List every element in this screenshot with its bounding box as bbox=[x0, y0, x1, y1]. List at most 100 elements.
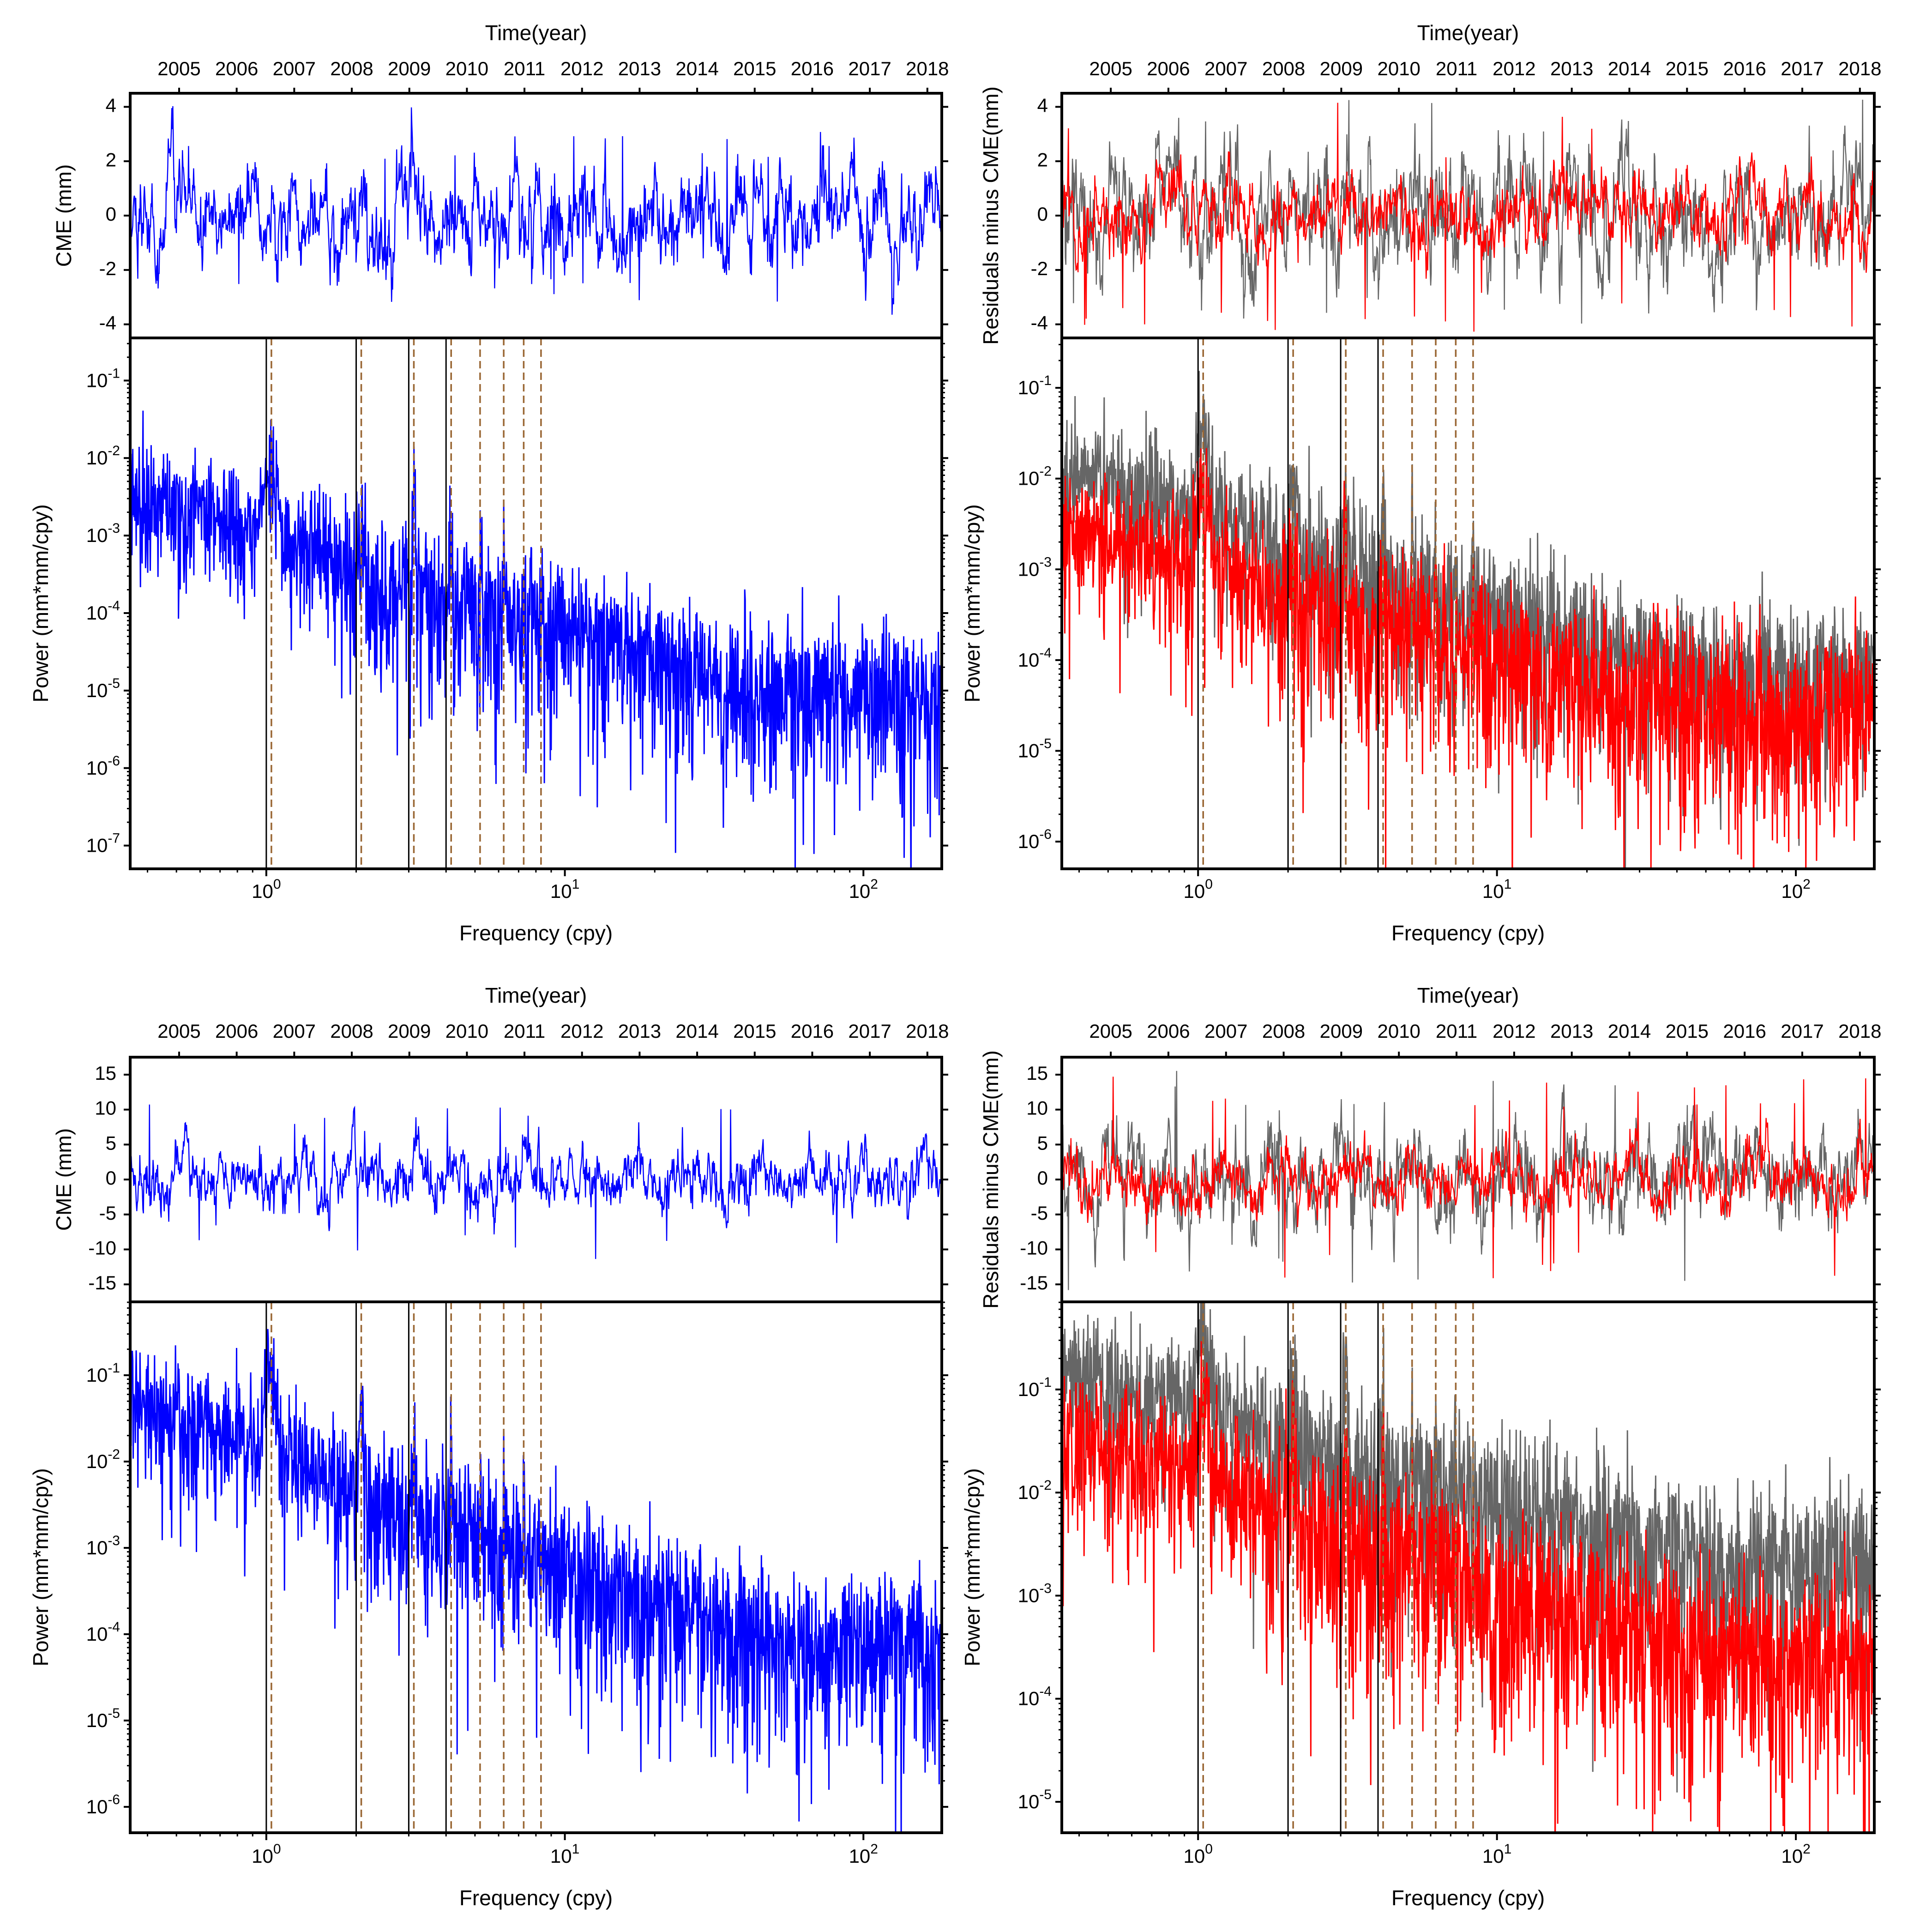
time-axis-title: Time(year) bbox=[485, 983, 587, 1007]
power-axis-title: Power (mm*mm/cpy) bbox=[960, 504, 984, 702]
power-axis-title: Power (mm*mm/cpy) bbox=[960, 1468, 984, 1666]
year-tick-label: 2005 bbox=[157, 58, 200, 79]
y-tick-label: 4 bbox=[106, 95, 116, 116]
power-axis-title: Power (mm*mm/cpy) bbox=[29, 1468, 53, 1666]
y-axis-title: CME (mm) bbox=[52, 1128, 76, 1231]
y-tick-label: 2 bbox=[1037, 149, 1048, 170]
year-tick-label: 2016 bbox=[791, 58, 834, 79]
y-tick-label: 5 bbox=[106, 1132, 116, 1154]
spectrum-chart: 10-1 10-2 10-3 10-4 10-5 100 101 102 Frequency (… bbox=[960, 1300, 1881, 1910]
year-tick-label: 2017 bbox=[1781, 1020, 1824, 1042]
year-tick-label: 2007 bbox=[273, 58, 316, 79]
year-tick-label: 2016 bbox=[791, 1020, 834, 1042]
y-tick-label: 10-5 bbox=[86, 676, 120, 701]
year-tick-label: 2007 bbox=[1204, 58, 1247, 79]
year-tick-label: 2013 bbox=[1550, 58, 1593, 79]
year-tick-label: 2012 bbox=[1493, 1020, 1535, 1042]
spectrum-plot-frame bbox=[1060, 337, 1876, 870]
time-axis-title: Time(year) bbox=[1417, 21, 1519, 45]
panel-top-left: Time(year)2005 2006 2007 2008 2009 2010 2011 20… bbox=[29, 21, 949, 945]
y-tick-label: 0 bbox=[1037, 1167, 1048, 1189]
year-tick-label: 2006 bbox=[1147, 1020, 1190, 1042]
year-tick-label: 2016 bbox=[1723, 58, 1766, 79]
y-tick-label: 10-5 bbox=[1018, 1787, 1052, 1812]
year-tick-label: 2008 bbox=[1262, 58, 1305, 79]
y-tick-label: 4 bbox=[1037, 95, 1048, 116]
year-tick-label: 2017 bbox=[848, 1020, 891, 1042]
series-line-primary bbox=[130, 106, 942, 315]
year-tick-label: 2017 bbox=[1781, 58, 1824, 79]
y-tick-label: 10-2 bbox=[86, 1447, 120, 1472]
spectrum-line-primary bbox=[130, 1329, 942, 1833]
y-tick-label: -10 bbox=[88, 1237, 116, 1259]
y-tick-label: 10-3 bbox=[86, 1533, 120, 1559]
frequency-axis-title: Frequency (cpy) bbox=[459, 921, 613, 945]
year-tick-label: 2008 bbox=[1262, 1020, 1305, 1042]
y-tick-label: 0 bbox=[1037, 203, 1048, 225]
y-tick-label: 10-5 bbox=[1018, 736, 1052, 761]
y-tick-label: 10-4 bbox=[86, 1619, 120, 1645]
spectrum-line-secondary bbox=[1062, 1341, 1874, 1833]
year-tick-label: 2011 bbox=[504, 1020, 545, 1042]
y-tick-label: 15 bbox=[95, 1062, 116, 1084]
y-tick-label: 10-3 bbox=[86, 521, 120, 546]
year-tick-label: 2015 bbox=[733, 1020, 776, 1042]
spectrum-chart: 10-1 10-2 10-3 10-4 10-5 10-6 100 101 102 Frequen… bbox=[960, 337, 1881, 945]
x-tick-label: 102 bbox=[1781, 1842, 1810, 1867]
x-tick-label: 101 bbox=[550, 877, 579, 902]
year-tick-label: 2012 bbox=[1493, 58, 1535, 79]
spectrum-plot-frame bbox=[129, 1300, 943, 1834]
y-tick-label: 10-5 bbox=[86, 1706, 120, 1731]
y-tick-label: 5 bbox=[1037, 1132, 1048, 1154]
y-tick-label: -5 bbox=[99, 1202, 116, 1224]
year-tick-label: 2013 bbox=[1550, 1020, 1593, 1042]
y-tick-label: -15 bbox=[1020, 1272, 1048, 1294]
x-tick-label: 100 bbox=[252, 1842, 281, 1867]
spectrum-plot-frame bbox=[1060, 1300, 1876, 1834]
year-tick-label: 2013 bbox=[618, 1020, 661, 1042]
y-tick-label: 10-2 bbox=[86, 443, 120, 469]
y-tick-label: 10-3 bbox=[1018, 1581, 1052, 1606]
panel-top-right: Time(year)2005 2006 2007 2008 2009 2010 2011 20… bbox=[960, 21, 1881, 945]
y-tick-label: 10 bbox=[1026, 1097, 1048, 1119]
y-tick-label: 10-2 bbox=[1018, 1478, 1052, 1503]
year-tick-label: 2016 bbox=[1723, 1020, 1766, 1042]
year-tick-label: 2011 bbox=[504, 58, 545, 79]
series-line-primary bbox=[1062, 1071, 1874, 1290]
year-tick-label: 2012 bbox=[560, 58, 603, 79]
frequency-axis-title: Frequency (cpy) bbox=[459, 1886, 613, 1910]
y-tick-label: 10-1 bbox=[1018, 373, 1052, 398]
frequency-axis-title: Frequency (cpy) bbox=[1391, 1886, 1545, 1910]
y-tick-label: 0 bbox=[106, 203, 116, 225]
year-tick-label: 2015 bbox=[733, 58, 776, 79]
year-tick-label: 2005 bbox=[1089, 1020, 1132, 1042]
y-tick-label: 10-6 bbox=[86, 753, 120, 779]
y-tick-label: 10-2 bbox=[1018, 464, 1052, 489]
y-axis-title: Residuals minus CME(mm) bbox=[979, 1050, 1003, 1309]
time-axis-title: Time(year) bbox=[1417, 983, 1519, 1007]
y-axis-title: CME (mm) bbox=[52, 164, 76, 267]
panel-bottom-right: Time(year) 2005 2006 2007 2008 2009 2010 2011 20… bbox=[960, 983, 1881, 1910]
year-tick-label: 2006 bbox=[215, 1020, 258, 1042]
year-tick-label: 2009 bbox=[1320, 58, 1363, 79]
spectrum-line-secondary bbox=[1062, 448, 1874, 869]
y-tick-label: 10-4 bbox=[1018, 645, 1052, 671]
year-tick-label: 2014 bbox=[675, 1020, 718, 1042]
x-tick-label: 102 bbox=[1781, 877, 1810, 902]
year-tick-label: 2010 bbox=[1377, 58, 1420, 79]
time-series-chart: Time(year)2005 2006 2007 2008 2009 2010 2011 20… bbox=[979, 21, 1881, 345]
spectrum-plot-frame bbox=[129, 337, 943, 870]
year-tick-label: 2018 bbox=[1838, 1020, 1881, 1042]
y-tick-label: -4 bbox=[99, 312, 116, 334]
y-tick-label: -5 bbox=[1031, 1202, 1048, 1224]
year-tick-label: 2005 bbox=[157, 1020, 200, 1042]
time-series-chart: Time(year)2005 2006 2007 2008 2009 2010 2011 20… bbox=[52, 21, 949, 339]
x-tick-label: 100 bbox=[1183, 1842, 1212, 1867]
y-tick-label: -2 bbox=[1031, 258, 1048, 279]
panel-bottom-left: Time(year) 2005 2006 2007 2008 2009 2010 2011 20… bbox=[29, 983, 949, 1910]
year-tick-label: 2011 bbox=[1436, 1020, 1477, 1042]
y-tick-label: 10-1 bbox=[86, 366, 120, 391]
spectrum-line-primary bbox=[130, 410, 942, 869]
year-tick-label: 2014 bbox=[1608, 1020, 1651, 1042]
